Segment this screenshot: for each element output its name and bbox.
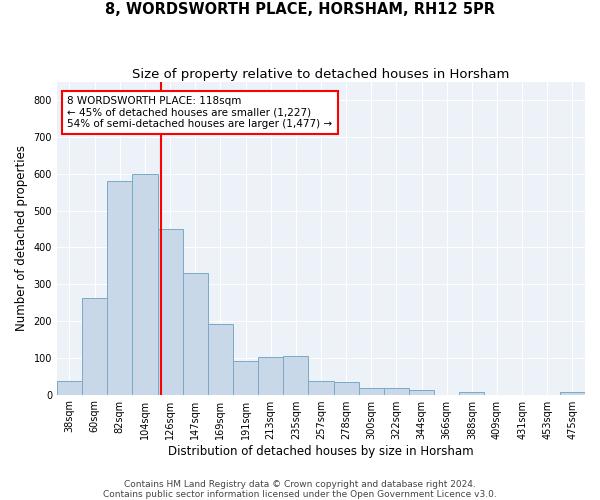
Bar <box>384 388 409 394</box>
Bar <box>308 381 334 394</box>
Bar <box>459 392 484 394</box>
X-axis label: Distribution of detached houses by size in Horsham: Distribution of detached houses by size … <box>168 444 474 458</box>
Bar <box>283 356 308 395</box>
Bar <box>233 362 258 394</box>
Bar <box>133 174 158 394</box>
Text: 8 WORDSWORTH PLACE: 118sqm
← 45% of detached houses are smaller (1,227)
54% of s: 8 WORDSWORTH PLACE: 118sqm ← 45% of deta… <box>67 96 332 129</box>
Title: Size of property relative to detached houses in Horsham: Size of property relative to detached ho… <box>132 68 509 80</box>
Bar <box>258 357 283 395</box>
Y-axis label: Number of detached properties: Number of detached properties <box>15 145 28 331</box>
Bar <box>182 273 208 394</box>
Bar <box>409 390 434 394</box>
Bar <box>57 380 82 394</box>
Bar <box>359 388 384 394</box>
Bar <box>208 324 233 394</box>
Bar <box>158 229 182 394</box>
Text: Contains HM Land Registry data © Crown copyright and database right 2024.
Contai: Contains HM Land Registry data © Crown c… <box>103 480 497 499</box>
Bar <box>560 392 585 394</box>
Bar <box>82 298 107 394</box>
Text: 8, WORDSWORTH PLACE, HORSHAM, RH12 5PR: 8, WORDSWORTH PLACE, HORSHAM, RH12 5PR <box>105 2 495 18</box>
Bar <box>107 181 133 394</box>
Bar <box>334 382 359 394</box>
